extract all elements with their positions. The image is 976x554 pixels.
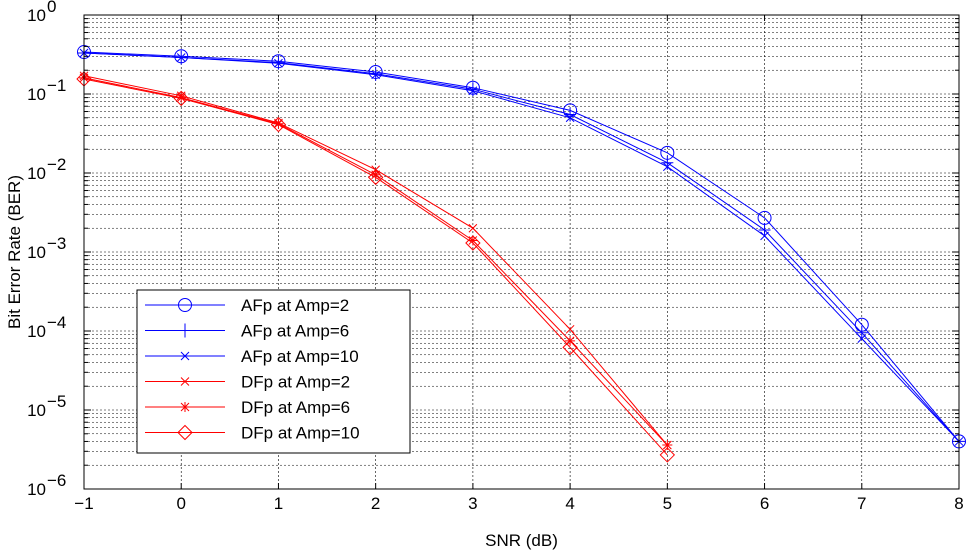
y-tick-exponent: −3: [47, 234, 66, 253]
series-line: [83, 51, 960, 442]
x-marker: [468, 86, 478, 96]
legend-label: DFp at Amp=6: [241, 398, 350, 417]
diamond-marker: [177, 424, 193, 441]
star-marker: [273, 118, 284, 129]
series-6: [76, 71, 676, 463]
series-layer: [76, 45, 966, 463]
diamond-marker: [562, 339, 578, 356]
x-tick-label: 6: [760, 494, 769, 513]
x-tick-label: −1: [74, 494, 93, 513]
x-marker: [371, 70, 381, 80]
y-tick-label: 10: [27, 401, 46, 420]
star-marker: [662, 440, 673, 451]
x-tick-label: 1: [274, 494, 283, 513]
x-tick-label: 0: [176, 494, 185, 513]
x-tick-label: 7: [857, 494, 866, 513]
x-tick-label: 3: [468, 494, 477, 513]
legend-label: AFp at Amp=6: [241, 322, 349, 341]
legend-label: DFp at Amp=10: [241, 424, 360, 443]
x-marker: [857, 334, 867, 344]
diamond-marker: [367, 169, 384, 186]
x-marker: [274, 58, 283, 68]
star-marker: [467, 235, 478, 246]
legend: AFp at Amp=2 AFp at Amp=6 AFp at Amp=10 DFp…: [136, 289, 411, 454]
series-line: [83, 52, 960, 442]
circle-marker: [178, 298, 192, 312]
legend-item: DFp at Amp=6: [145, 398, 350, 417]
y-tick-label: 10: [27, 85, 46, 104]
y-tick-label: 10: [27, 322, 46, 341]
diamond-marker: [173, 90, 189, 107]
star-marker: [176, 92, 187, 103]
x-marker: [565, 324, 575, 334]
plus-marker: [758, 222, 771, 237]
legend-label: AFp at Amp=2: [241, 296, 349, 315]
legend-item: AFp at Amp=2: [145, 296, 349, 315]
x-marker: [180, 351, 190, 361]
y-tick-label: 10: [27, 243, 46, 262]
y-tick-exponent: −4: [47, 313, 66, 332]
x-marker: [662, 162, 672, 172]
diamond-marker: [465, 235, 481, 251]
legend-label: AFp at Amp=10: [241, 347, 359, 366]
plus-marker: [466, 82, 479, 97]
y-tick-label: 10: [27, 6, 46, 25]
x-tick-label: 5: [663, 494, 672, 513]
y-axis-label: Bit Error Rate (BER): [5, 175, 24, 329]
x-marker: [760, 231, 769, 241]
y-tick-exponent: −2: [47, 155, 66, 174]
x-marker: [468, 223, 478, 233]
diamond-marker: [659, 447, 676, 463]
y-tick-exponent: −6: [47, 471, 66, 490]
x-tick-label: 4: [565, 494, 574, 513]
plus-marker: [564, 107, 577, 122]
x-marker: [176, 53, 186, 62]
star-marker: [180, 402, 190, 412]
y-tick-label: 10: [27, 480, 46, 499]
y-tick-exponent: 0: [47, 0, 56, 16]
series-3: [79, 48, 964, 446]
legend-item: AFp at Amp=6: [145, 322, 349, 341]
plus-marker: [855, 325, 868, 340]
legend-item: DFp at Amp=2: [145, 373, 350, 392]
star-marker: [370, 169, 381, 180]
x-tick-label: 8: [954, 494, 963, 513]
x-marker: [180, 377, 190, 386]
y-tick-exponent: −1: [47, 76, 66, 95]
plus-marker: [179, 323, 191, 338]
legend-item: DFp at Amp=10: [145, 424, 360, 443]
x-marker: [565, 113, 575, 123]
legend-box: [136, 289, 411, 454]
series-line: [83, 78, 668, 456]
y-tick-exponent: −5: [47, 392, 66, 411]
diamond-marker: [270, 116, 287, 133]
legend-item: AFp at Amp=10: [145, 347, 359, 366]
x-tick-label: 2: [371, 494, 380, 513]
legend-label: DFp at Amp=2: [241, 373, 350, 392]
y-tick-label: 10: [27, 164, 46, 183]
x-axis-label: SNR (dB): [485, 531, 558, 550]
